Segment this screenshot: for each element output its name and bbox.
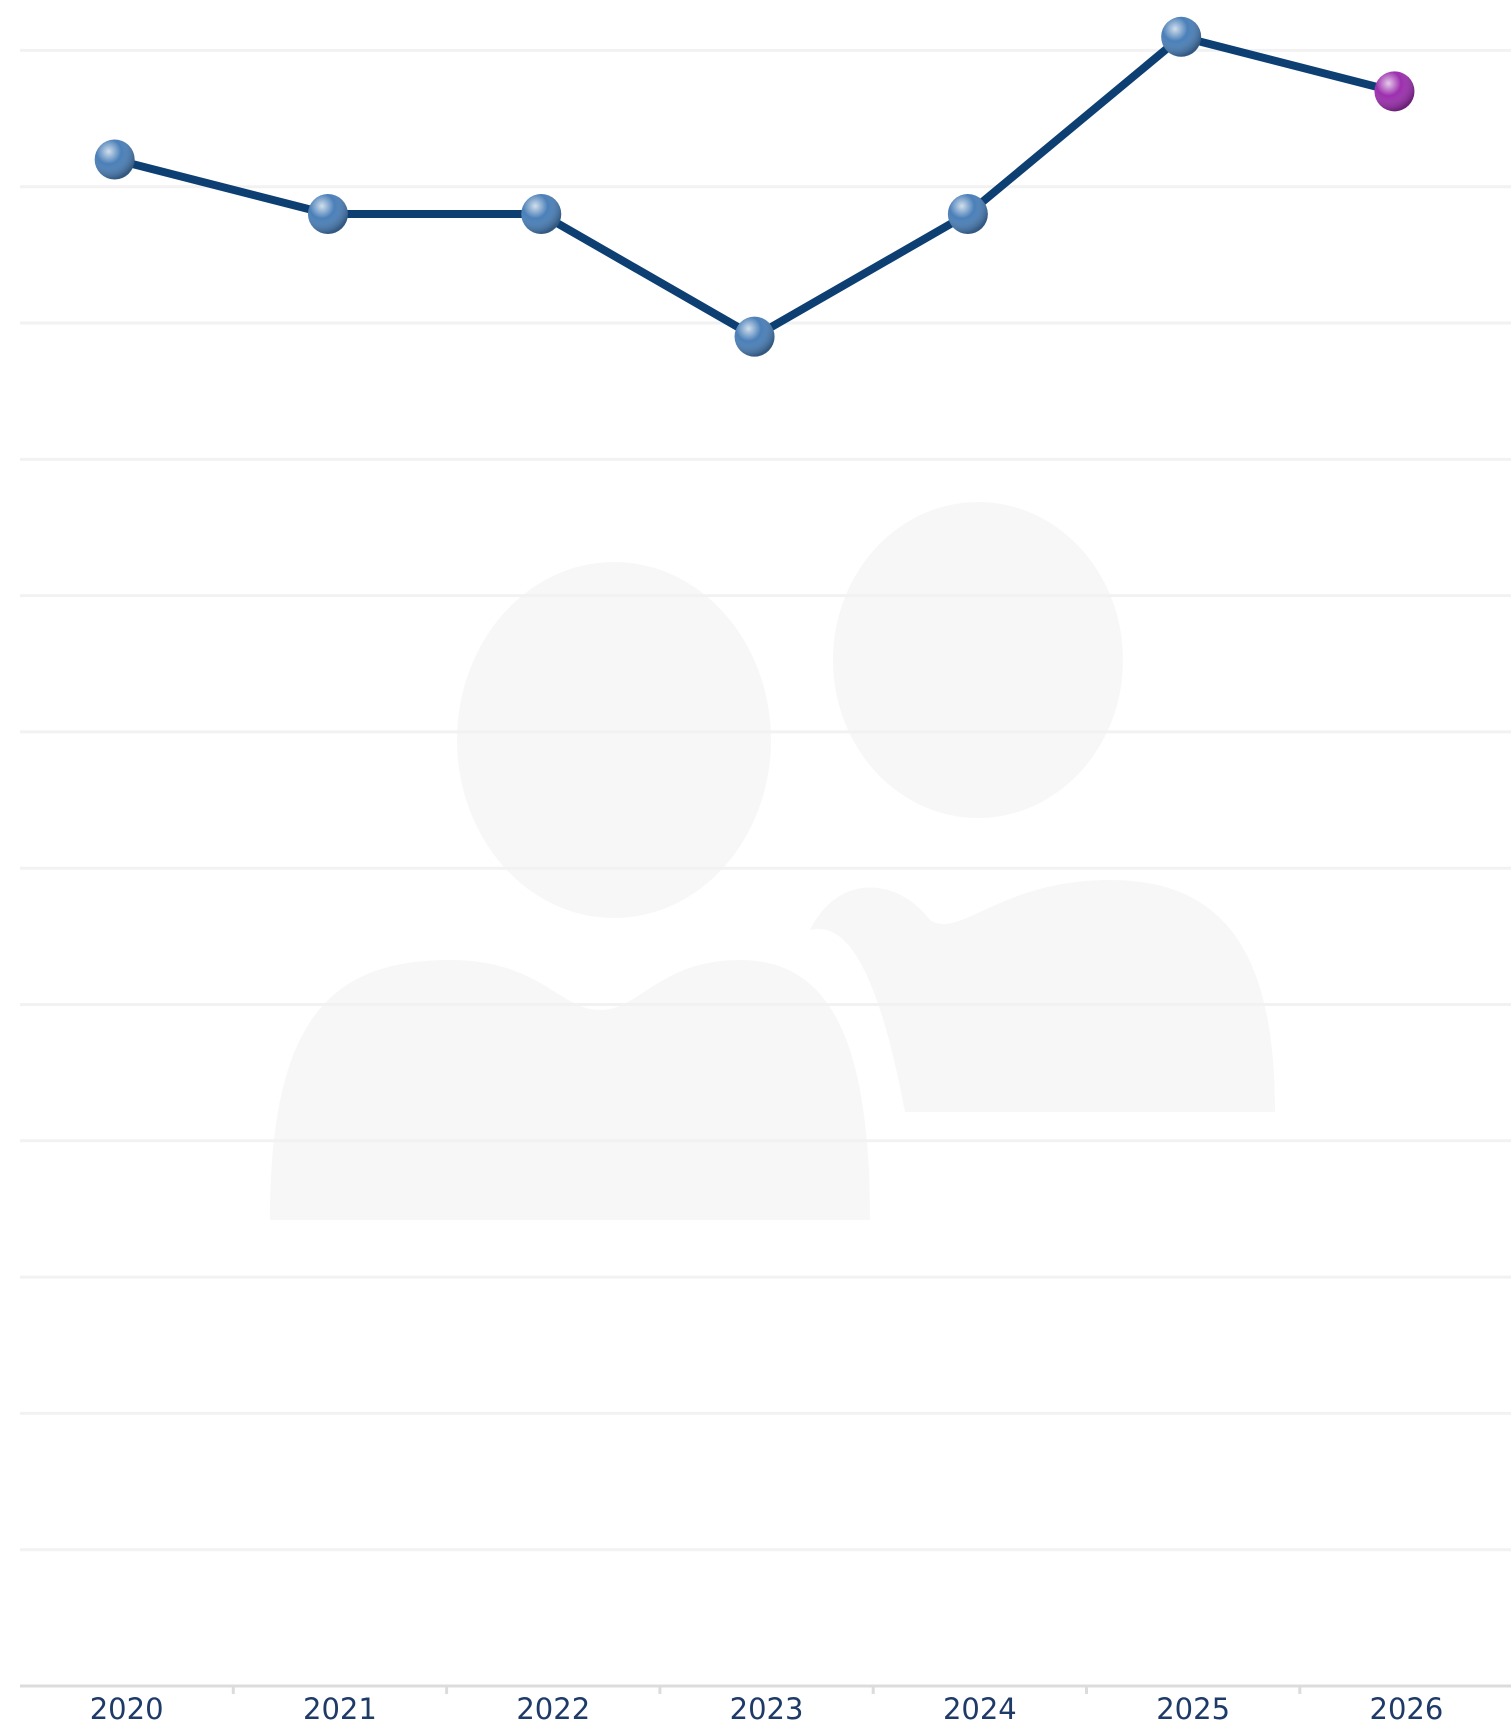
x-tick-label: 2024 bbox=[943, 1692, 1017, 1723]
x-tick-label: 2025 bbox=[1156, 1692, 1230, 1723]
x-tick-label: 2026 bbox=[1370, 1692, 1444, 1723]
point-shine bbox=[947, 193, 988, 234]
x-tick-label: 2020 bbox=[90, 1692, 164, 1723]
x-tick-label: 2021 bbox=[303, 1692, 377, 1723]
point-shine bbox=[307, 193, 348, 234]
x-tick-label: 2023 bbox=[730, 1692, 804, 1723]
plot-area bbox=[94, 16, 1415, 357]
watermark bbox=[270, 502, 1275, 1220]
point-shine bbox=[521, 193, 562, 234]
point-shine bbox=[94, 139, 135, 180]
x-tick-label: 2022 bbox=[516, 1692, 590, 1723]
point-shine bbox=[1374, 71, 1415, 112]
grid: 2020 2021 2022 2023 2024 2025 2026 bbox=[20, 48, 1511, 1723]
point-shine bbox=[1161, 16, 1202, 57]
point-shine bbox=[734, 316, 775, 357]
